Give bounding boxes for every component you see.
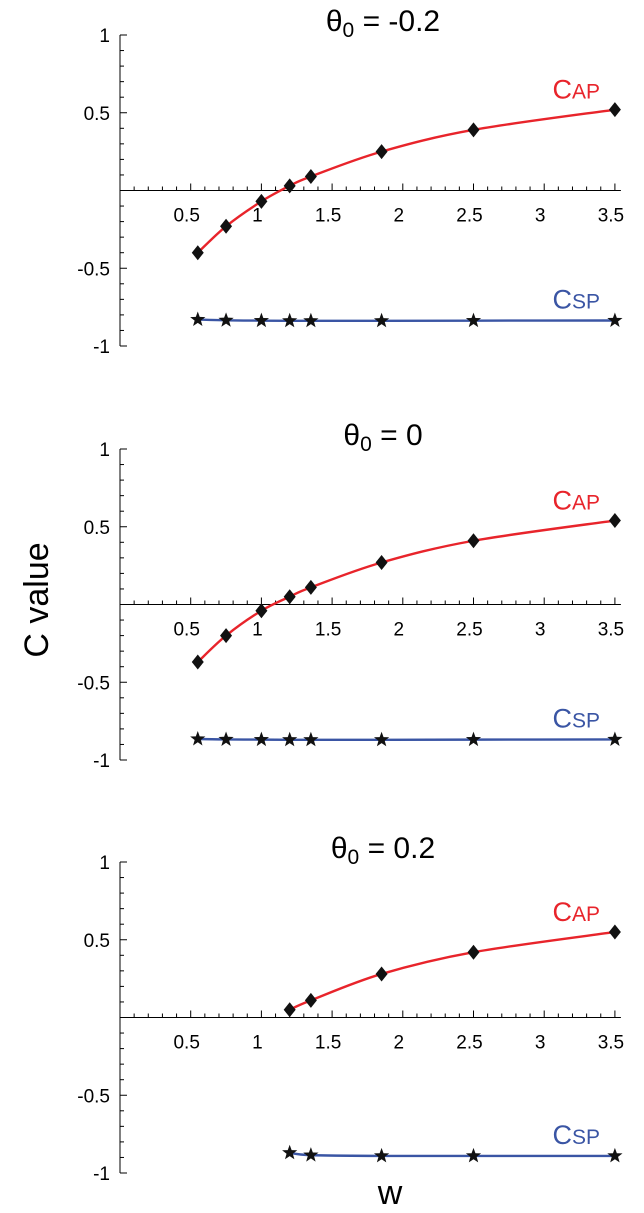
panels: θ0 = -0.2 1 0.5 -0.5 -1 0.5 1 1.5 2 2.5 3 3.5 CAP CSP…: [77, 5, 624, 1185]
star-marker: [373, 1147, 390, 1163]
y-tick-label: 1: [99, 26, 110, 47]
series-label-sp: CSP: [552, 1120, 600, 1150]
y-tick-label: 0.5: [84, 518, 110, 539]
chart-panel-2: θ0 = 0 1 0.5 -0.5 -1 0.5 1 1.5 2 2.5 3 3.5 CAP CSP: [77, 419, 624, 772]
diamond-marker: [191, 245, 204, 261]
star-marker: [303, 731, 319, 747]
series-label-ap: CAP: [552, 75, 600, 105]
star-marker: [190, 731, 206, 746]
x-tick-label: 1.5: [315, 1033, 341, 1054]
x-tick-label: 0.5: [173, 206, 199, 227]
diamond-marker: [255, 193, 268, 209]
star-marker: [607, 731, 623, 746]
star-marker: [253, 312, 270, 328]
diamond-marker: [191, 654, 204, 670]
diamond-marker: [375, 966, 388, 982]
diamond-marker: [608, 102, 621, 118]
y-tick-label: 1: [99, 853, 110, 874]
star-marker: [282, 731, 298, 747]
star-marker: [373, 731, 390, 747]
panel-title: θ0 = 0: [343, 419, 422, 456]
star-marker: [253, 731, 270, 747]
diamond-marker: [304, 992, 317, 1008]
diamond-marker: [283, 1002, 296, 1018]
diamond-marker: [283, 178, 296, 194]
star-marker: [465, 312, 482, 328]
diamond-marker: [304, 579, 317, 595]
diamond-marker: [375, 555, 388, 571]
y-tick-label: 1: [99, 440, 110, 461]
panel-title: θ0 = 0.2: [331, 832, 435, 869]
diamond-marker: [467, 533, 480, 549]
series-label-sp: CSP: [552, 703, 600, 733]
star-marker: [218, 731, 234, 746]
x-tick-label: 1: [252, 1033, 263, 1054]
diamond-marker: [220, 628, 233, 644]
diamond-marker: [608, 513, 621, 529]
x-tick-label: 3.5: [598, 620, 624, 641]
star-marker: [465, 1147, 482, 1163]
x-tick-label: 3.5: [598, 206, 624, 227]
series-line-ap: [289, 930, 616, 1011]
series-line-sp: [289, 1151, 615, 1158]
x-tick-label: 3: [535, 206, 546, 227]
star-marker: [282, 312, 298, 328]
series-label-ap: CAP: [552, 486, 600, 516]
x-tick-label: 0.5: [173, 620, 199, 641]
x-tick-label: 1.5: [315, 620, 341, 641]
panel-title: θ0 = -0.2: [326, 5, 440, 42]
x-tick-label: 2: [394, 620, 405, 641]
x-tick-label: 2.5: [456, 1033, 482, 1054]
star-marker: [218, 312, 234, 327]
chart-panel-1: θ0 = -0.2 1 0.5 -0.5 -1 0.5 1 1.5 2 2.5 3 3.5 CAP CSP: [77, 5, 624, 358]
x-tick-label: 1: [252, 206, 263, 227]
diamond-marker: [304, 169, 317, 185]
y-tick-label: -1: [93, 751, 110, 772]
y-tick-label: -1: [93, 337, 110, 358]
diamond-marker: [283, 589, 296, 605]
diamond-marker: [608, 924, 621, 940]
diamond-marker: [375, 144, 388, 160]
star-marker: [607, 1147, 623, 1163]
x-tick-label: 2: [394, 1033, 405, 1054]
x-tick-label: 2.5: [456, 620, 482, 641]
x-tick-label: 1: [252, 620, 263, 641]
diamond-marker: [220, 218, 233, 234]
x-tick-label: 0.5: [173, 1033, 199, 1054]
y-tick-label: -0.5: [77, 1086, 110, 1107]
diamond-marker: [467, 944, 480, 960]
y-tick-label: -0.5: [77, 259, 110, 280]
diamond-marker: [255, 603, 268, 619]
star-marker: [465, 731, 482, 747]
star-marker: [303, 312, 319, 328]
x-axis-title: w: [377, 1174, 403, 1212]
y-axis-title: C value: [18, 542, 56, 657]
series-line-ap: [196, 108, 616, 254]
star-marker: [303, 1147, 319, 1162]
series-line-ap: [196, 519, 616, 663]
x-tick-label: 2.5: [456, 206, 482, 227]
x-tick-label: 2: [394, 206, 405, 227]
star-marker: [373, 312, 390, 328]
diamond-marker: [467, 122, 480, 138]
star-marker: [607, 312, 623, 327]
x-tick-label: 3: [535, 620, 546, 641]
chart-panel-3: θ0 = 0.2 1 0.5 -0.5 -1 0.5 1 1.5 2 2.5 3 3.5 CAP CSP: [77, 832, 624, 1185]
star-marker: [282, 1144, 298, 1160]
series-label-sp: CSP: [552, 284, 600, 314]
y-tick-label: -0.5: [77, 673, 110, 694]
y-tick-label: 0.5: [84, 931, 110, 952]
y-tick-label: 0.5: [84, 104, 110, 125]
series-label-ap: CAP: [552, 897, 600, 927]
y-tick-label: -1: [93, 1164, 110, 1185]
x-tick-label: 3.5: [598, 1033, 624, 1054]
star-marker: [190, 311, 206, 327]
x-tick-label: 3: [535, 1033, 546, 1054]
x-tick-label: 1.5: [315, 206, 341, 227]
